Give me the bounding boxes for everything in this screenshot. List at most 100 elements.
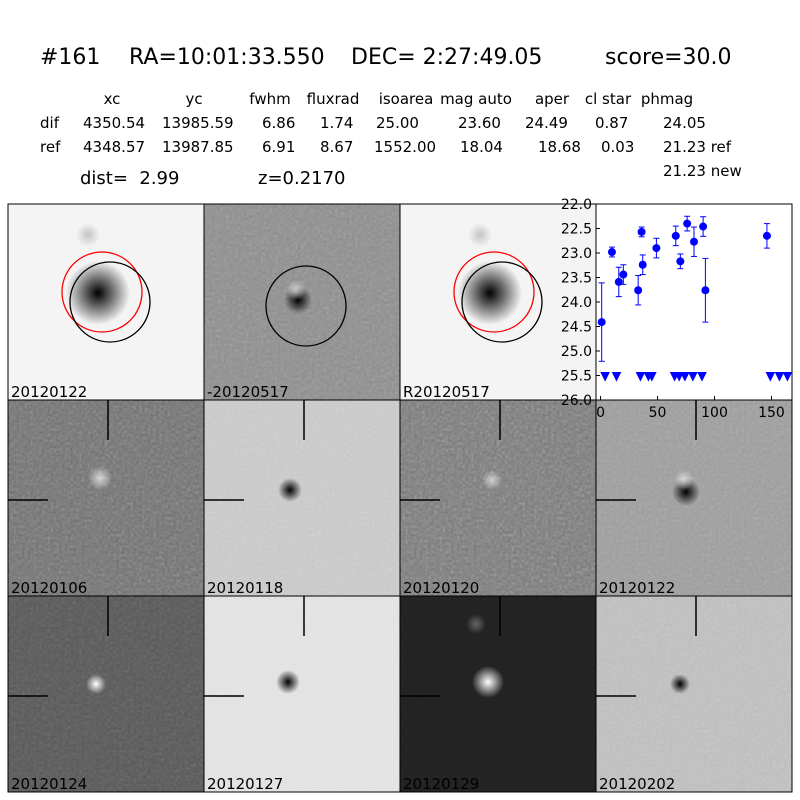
row-label: dif — [40, 114, 60, 132]
table-cell: 25.00 — [376, 114, 419, 132]
table-cell: 0.87 — [595, 114, 628, 132]
table-cell: 6.91 — [262, 138, 295, 156]
image-noise — [400, 400, 596, 596]
column-header: fluxrad — [307, 90, 360, 108]
x-tick-label: 0 — [596, 405, 605, 421]
source-blob — [86, 674, 106, 694]
panel-label: 20120202 — [599, 775, 675, 793]
table-cell: 13985.59 — [162, 114, 234, 132]
object-id: #161 — [40, 45, 100, 70]
column-header: fwhm — [249, 90, 290, 108]
upper-limit — [611, 372, 622, 382]
image-panel: 20120120 — [399, 399, 597, 597]
upper-limit — [782, 372, 793, 382]
source-blob — [276, 670, 300, 694]
x-tick-label: 100 — [701, 405, 728, 421]
source-blob — [88, 466, 112, 490]
panel-label: 20120129 — [403, 775, 479, 793]
data-point — [690, 237, 698, 246]
column-header: isoarea — [379, 90, 434, 108]
y-tick-label: 23.5 — [561, 271, 592, 287]
table-cell: 6.86 — [262, 114, 295, 132]
y-tick-label: 24.5 — [561, 320, 592, 336]
panel-label: R20120517 — [403, 383, 490, 401]
data-point — [619, 270, 628, 279]
source-blob — [472, 666, 504, 698]
data-point — [676, 257, 685, 266]
data-point — [671, 231, 680, 240]
score: score=30.0 — [605, 45, 732, 70]
aperture-circle — [61, 251, 143, 333]
phmag-new: 21.23 new — [663, 162, 742, 180]
image-panel: 20120118 — [203, 399, 401, 597]
image-panel: 20120124 — [7, 595, 205, 793]
column-header: xc — [104, 90, 121, 108]
x-tick-label: 150 — [758, 405, 785, 421]
aperture-circle — [265, 265, 347, 347]
source-blob — [66, 261, 130, 325]
data-point — [652, 244, 661, 253]
source-blob — [670, 674, 690, 694]
panel-label: 20120122 — [11, 383, 87, 401]
y-tick-label: 22.5 — [561, 222, 592, 238]
y-tick-label: 25.5 — [561, 369, 592, 385]
table-cell: 1.74 — [320, 114, 353, 132]
column-header: cl star — [585, 90, 632, 108]
table-cell: 4348.57 — [83, 138, 145, 156]
table-cell: 4350.54 — [83, 114, 145, 132]
image-noise — [204, 400, 400, 596]
upper-limit — [600, 372, 610, 382]
x-tick-label: 50 — [649, 405, 667, 421]
panel-label: 20120122 — [599, 579, 675, 597]
upper-limit — [647, 372, 657, 382]
image-panel: 20120127 — [203, 595, 401, 793]
data-point — [607, 248, 616, 257]
row-label: ref — [40, 138, 61, 156]
panel-label: -20120517 — [207, 383, 289, 401]
panel-label: 20120120 — [403, 579, 479, 597]
image-panel: 20120129 — [399, 595, 597, 793]
table-cell: 18.68 — [538, 138, 581, 156]
data-point — [638, 260, 647, 269]
dec: DEC= 2:27:49.05 — [351, 45, 542, 70]
image-noise — [8, 596, 204, 792]
image-noise — [8, 400, 204, 596]
image-noise — [596, 596, 792, 792]
data-point — [637, 227, 646, 236]
source-blob — [674, 470, 694, 490]
source-blob — [458, 261, 522, 325]
data-point — [699, 222, 708, 231]
aperture-circle — [461, 261, 543, 343]
table-cell: 13987.85 — [162, 138, 234, 156]
panel-frame — [595, 595, 793, 793]
upper-limit — [774, 372, 785, 382]
data-point — [597, 318, 606, 327]
source-blob — [482, 470, 502, 490]
table-cell: 24.49 — [525, 114, 568, 132]
image-panel: 20120202 — [595, 595, 793, 793]
column-header: yc — [185, 90, 202, 108]
upper-limit — [765, 372, 776, 382]
upper-limit — [688, 372, 698, 382]
data-point — [762, 231, 771, 240]
upper-limit — [697, 372, 707, 382]
data-point — [701, 286, 710, 295]
dist: dist= 2.99 — [80, 168, 179, 189]
source-blob — [286, 280, 306, 300]
upper-limit — [674, 372, 684, 382]
table-cell: 1552.00 — [374, 138, 436, 156]
image-noise — [204, 596, 400, 792]
data-point — [683, 219, 692, 228]
column-header: mag auto — [440, 90, 512, 108]
image-panel: R20120517 — [399, 203, 597, 401]
redshift: z=0.2170 — [258, 168, 346, 189]
y-tick-label: 25.0 — [561, 344, 592, 360]
column-header: aper — [535, 90, 570, 108]
image-panel: 20120106 — [7, 399, 205, 597]
source-blob — [76, 223, 100, 247]
source-blob — [466, 614, 486, 634]
table-cell: 21.23 ref — [663, 138, 732, 156]
image-panel: 20120122 — [7, 203, 205, 401]
image-panel: -20120517 — [203, 203, 401, 401]
